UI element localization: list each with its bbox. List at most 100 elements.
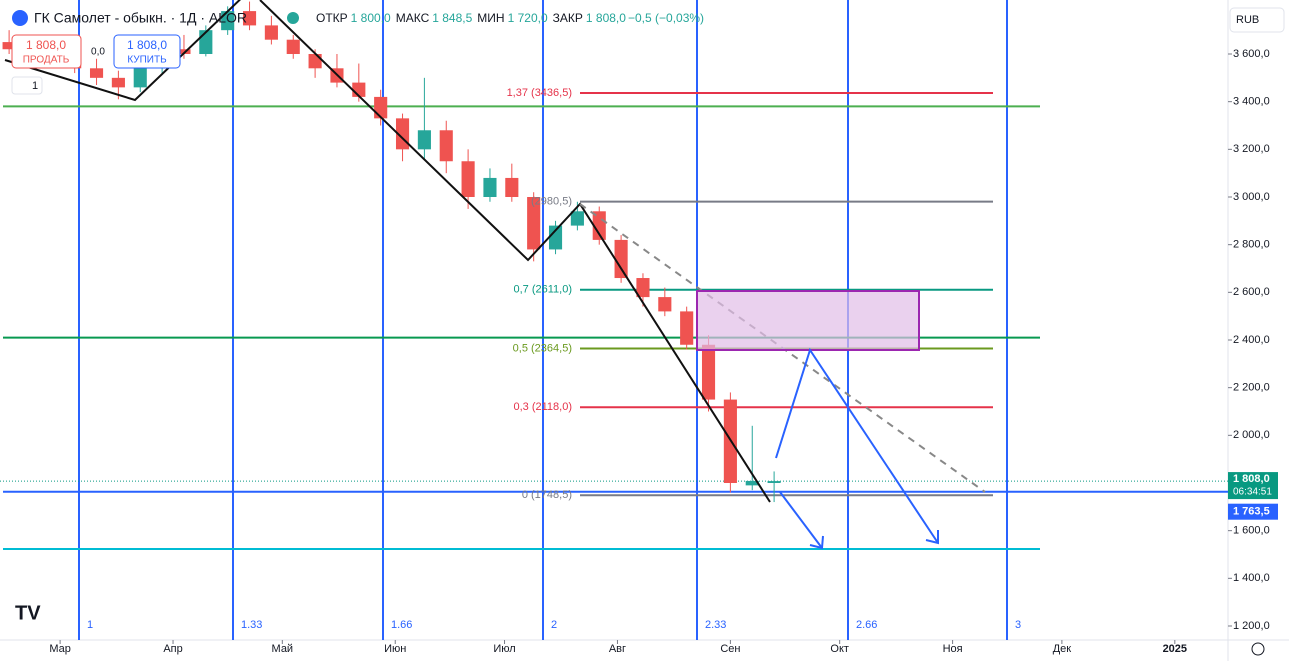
- candle-body: [505, 177, 519, 198]
- x-tick-label: Май: [272, 643, 294, 655]
- last-price-box: [1228, 472, 1278, 500]
- ohlc-value: 1 808,0: [586, 11, 626, 25]
- y-tick-label: 2 800,0: [1233, 239, 1270, 251]
- qty: 1: [32, 80, 38, 92]
- fib-label: 1,37 (3436,5): [507, 87, 572, 99]
- ohlc-key: ЗАКР: [553, 11, 583, 25]
- change: −0,5 (−0,03%): [628, 11, 704, 25]
- buy-price: 1 808,0: [127, 38, 167, 52]
- candle-body: [680, 311, 694, 345]
- fib-label: 0,3 (2118,0): [513, 401, 572, 413]
- y-tick-label: 1 400,0: [1233, 572, 1270, 584]
- candle-body: [111, 77, 125, 88]
- candle-body: [439, 130, 453, 162]
- arrow: [779, 491, 823, 549]
- y-tick-label: 2 000,0: [1233, 429, 1270, 441]
- candle-body: [199, 30, 213, 55]
- ohlc-value: 1 848,5: [432, 11, 472, 25]
- y-tick-label: 2 600,0: [1233, 286, 1270, 298]
- candle-body: [2, 42, 16, 50]
- sell-label: ПРОДАТЬ: [23, 55, 70, 66]
- y-tick-label: 2 400,0: [1233, 334, 1270, 346]
- arrow-head: [925, 530, 939, 545]
- candle-body: [286, 39, 300, 55]
- spread: 0,0: [91, 47, 105, 58]
- candle-body: [483, 177, 497, 198]
- ohlc-key: МАКС: [396, 11, 430, 25]
- arrow-head: [809, 535, 824, 550]
- ohlc-value: 1 720,0: [508, 11, 548, 25]
- candle-body: [89, 68, 104, 78]
- candle-body: [133, 68, 147, 88]
- buy-button[interactable]: [113, 34, 181, 69]
- candle-body: [658, 297, 672, 312]
- y-tick-label: 2 200,0: [1233, 382, 1270, 394]
- cycle-label: 1.66: [391, 619, 412, 631]
- candle-body: [614, 239, 628, 279]
- status: [287, 12, 299, 24]
- candle-body: [374, 96, 388, 119]
- x-tick-label: 2025: [1163, 643, 1187, 655]
- candle-body: [701, 344, 716, 400]
- last-price: 1 808,0: [1233, 473, 1270, 485]
- ohlc-value: 1 800,0: [351, 11, 391, 25]
- cycle-label: 2.33: [705, 619, 726, 631]
- settings[interactable]: [1251, 642, 1265, 656]
- x-tick-label: Июл: [493, 643, 515, 655]
- y-tick-label: 1 600,0: [1233, 525, 1270, 537]
- x-tick-label: Сен: [720, 643, 740, 655]
- y-tick-label: 3 600,0: [1233, 48, 1270, 60]
- candle-body: [308, 54, 322, 69]
- fib-label: 0 (1748,5): [522, 489, 572, 501]
- cycle-label: 2.66: [856, 619, 877, 631]
- candle-body: [570, 211, 584, 226]
- x-tick-label: Апр: [163, 643, 182, 655]
- candle-body: [592, 211, 606, 240]
- fib-label: 0,7 (2611,0): [513, 284, 572, 296]
- candle-body: [264, 25, 278, 40]
- candle-body: [636, 278, 650, 298]
- y-tick-label: 3 400,0: [1233, 96, 1270, 108]
- currency-select[interactable]: [1229, 7, 1285, 33]
- candle-body: [221, 11, 235, 31]
- timer: 06:34:51: [1233, 487, 1272, 498]
- candle-body: [417, 130, 431, 150]
- trend-line: [4, 0, 241, 102]
- sell-button[interactable]: [11, 34, 82, 69]
- candle-body: [745, 480, 759, 486]
- candle-body: [527, 197, 541, 250]
- line-price-box: [1228, 503, 1278, 520]
- candle-body: [548, 225, 563, 250]
- currency: RUB: [1236, 14, 1259, 26]
- cycle-label: 1.33: [241, 619, 262, 631]
- logo-tv: TV: [15, 602, 41, 624]
- ohlc-key: МИН: [477, 11, 504, 25]
- cycle-label: 1: [87, 619, 93, 631]
- fib-label: (2980,5): [531, 196, 572, 208]
- candle-body: [242, 11, 257, 26]
- symbol[interactable]: ГК Самолет - обыкн. · 1Д · ALOR: [34, 10, 247, 26]
- buy-label: КУПИТЬ: [127, 55, 167, 66]
- x-tick-label: Дек: [1053, 643, 1072, 655]
- qty-box[interactable]: [11, 76, 43, 95]
- x-tick-label: Окт: [830, 643, 849, 655]
- trend-line: [259, 0, 771, 503]
- zone: [696, 290, 920, 351]
- sell-price: 1 808,0: [26, 38, 66, 52]
- y-tick-label: 3 200,0: [1233, 143, 1270, 155]
- logo: [12, 10, 28, 26]
- y-tick-label: 1 200,0: [1233, 620, 1270, 632]
- cycle-label: 3: [1015, 619, 1021, 631]
- cycle-label: 2: [551, 619, 557, 631]
- x-tick-label: Мар: [49, 643, 71, 655]
- arrow: [775, 347, 939, 544]
- candle-body: [177, 49, 191, 55]
- x-tick-label: Авг: [609, 643, 626, 655]
- candle-body: [461, 161, 475, 198]
- drawings: [4, 0, 986, 550]
- x-tick-label: Июн: [384, 643, 406, 655]
- fib-label: 0,5 (2364,5): [513, 342, 572, 354]
- candle-body: [767, 481, 781, 483]
